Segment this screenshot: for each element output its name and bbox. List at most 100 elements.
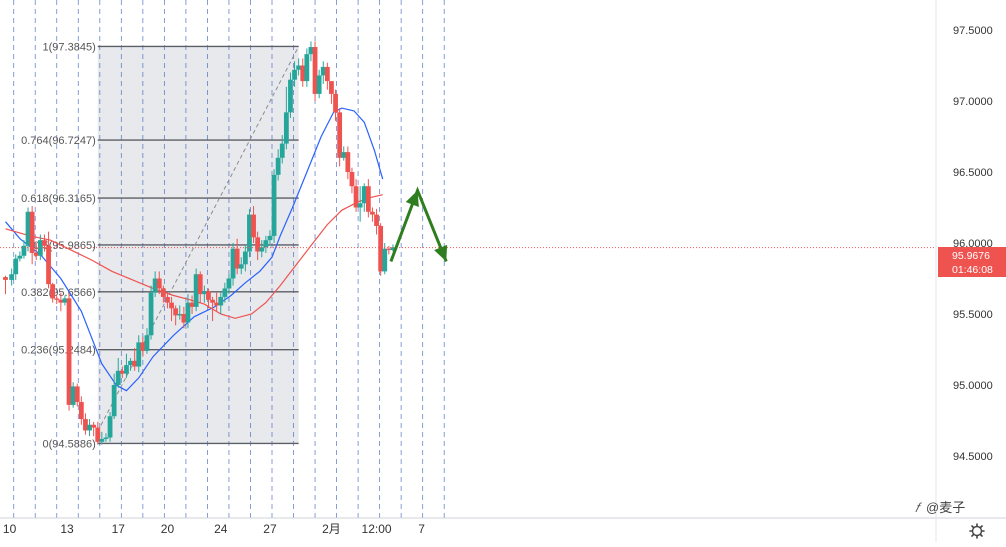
candle-body[interactable] [165, 296, 170, 303]
candle-body[interactable] [214, 302, 220, 306]
candle[interactable] [333, 89, 338, 121]
candle[interactable] [370, 207, 375, 222]
candle[interactable] [70, 382, 76, 408]
candle-body[interactable] [242, 251, 248, 265]
candle-body[interactable] [218, 296, 224, 306]
projection-arrow[interactable] [389, 186, 448, 263]
candle[interactable] [152, 271, 158, 297]
candle-body[interactable] [365, 186, 371, 212]
candle[interactable] [234, 238, 240, 275]
candle-body[interactable] [267, 235, 273, 241]
candle-body[interactable] [189, 302, 195, 307]
candle-body[interactable] [50, 284, 56, 299]
candle[interactable] [361, 183, 367, 212]
candle[interactable] [124, 353, 129, 378]
candle-body[interactable] [177, 314, 183, 316]
candle-body[interactable] [3, 277, 8, 280]
candle[interactable] [9, 268, 15, 286]
candle-body[interactable] [357, 203, 363, 208]
candle[interactable] [329, 81, 334, 104]
candle[interactable] [263, 235, 269, 253]
candle-body[interactable] [247, 214, 252, 252]
candle-body[interactable] [91, 424, 97, 428]
candle[interactable] [21, 240, 27, 259]
candle-body[interactable] [181, 314, 187, 323]
candle[interactable] [165, 294, 170, 309]
candle[interactable] [349, 167, 355, 194]
candle-body[interactable] [304, 54, 310, 82]
candle[interactable] [95, 421, 101, 445]
candle-body[interactable] [324, 66, 330, 82]
candle[interactable] [160, 285, 166, 303]
candle-body[interactable] [296, 65, 302, 70]
candle[interactable] [251, 206, 256, 243]
candle-body[interactable] [58, 299, 64, 303]
candle[interactable] [185, 294, 191, 329]
candle[interactable] [181, 306, 187, 329]
candle[interactable] [132, 348, 138, 371]
candle[interactable] [58, 292, 64, 312]
candle-body[interactable] [46, 245, 51, 285]
candle-body[interactable] [279, 143, 285, 158]
candle-body[interactable] [148, 292, 154, 336]
candle-body[interactable] [251, 214, 256, 238]
candle[interactable] [193, 268, 199, 312]
candle[interactable] [25, 207, 31, 252]
candle[interactable] [46, 231, 51, 289]
candle[interactable] [386, 245, 392, 255]
candle-body[interactable] [333, 93, 338, 113]
candle-body[interactable] [99, 438, 105, 442]
candle[interactable] [238, 257, 244, 275]
candle-body[interactable] [329, 81, 334, 94]
candle-body[interactable] [386, 248, 392, 251]
candle[interactable] [324, 62, 330, 90]
candle[interactable] [107, 411, 113, 442]
candle[interactable] [279, 135, 285, 164]
candle-body[interactable] [70, 386, 76, 405]
candle[interactable] [74, 383, 80, 407]
price-axis[interactable]: 97.500097.000096.500096.000095.500095.00… [953, 25, 993, 463]
candle-body[interactable] [62, 298, 68, 303]
candle-body[interactable] [255, 237, 261, 252]
candle[interactable] [54, 295, 60, 305]
candle-body[interactable] [103, 437, 109, 439]
candle[interactable] [144, 328, 150, 354]
candle-body[interactable] [144, 335, 150, 351]
candle-body[interactable] [230, 248, 236, 279]
candle[interactable] [255, 231, 261, 261]
moving-average-line[interactable] [5, 107, 384, 392]
candle-body[interactable] [173, 308, 179, 316]
candle-body[interactable] [316, 75, 322, 94]
candle-body[interactable] [390, 247, 396, 251]
candle-body[interactable] [374, 214, 379, 226]
candle-body[interactable] [160, 288, 166, 297]
candle-body[interactable] [345, 152, 351, 172]
candle[interactable] [275, 149, 281, 181]
candle-body[interactable] [283, 112, 289, 144]
candle[interactable] [316, 69, 322, 99]
candle[interactable] [13, 254, 19, 280]
candle[interactable] [353, 179, 359, 212]
candle[interactable] [345, 146, 351, 180]
candle[interactable] [365, 179, 371, 218]
candle-body[interactable] [169, 302, 174, 309]
candle[interactable] [119, 366, 125, 378]
candle[interactable] [308, 41, 314, 62]
candle-body[interactable] [115, 370, 121, 385]
candle-body[interactable] [288, 79, 293, 113]
candle[interactable] [173, 305, 179, 326]
candle-body[interactable] [33, 252, 39, 256]
candle-body[interactable] [275, 157, 281, 175]
candle-body[interactable] [136, 342, 142, 367]
candle[interactable] [91, 421, 97, 437]
candle[interactable] [222, 282, 228, 303]
candle-body[interactable] [193, 274, 199, 307]
candle[interactable] [156, 271, 162, 295]
candle[interactable] [17, 251, 23, 262]
candle-body[interactable] [21, 245, 27, 256]
candle[interactable] [136, 335, 142, 373]
candle-body[interactable] [238, 264, 244, 269]
candle[interactable] [189, 295, 195, 314]
